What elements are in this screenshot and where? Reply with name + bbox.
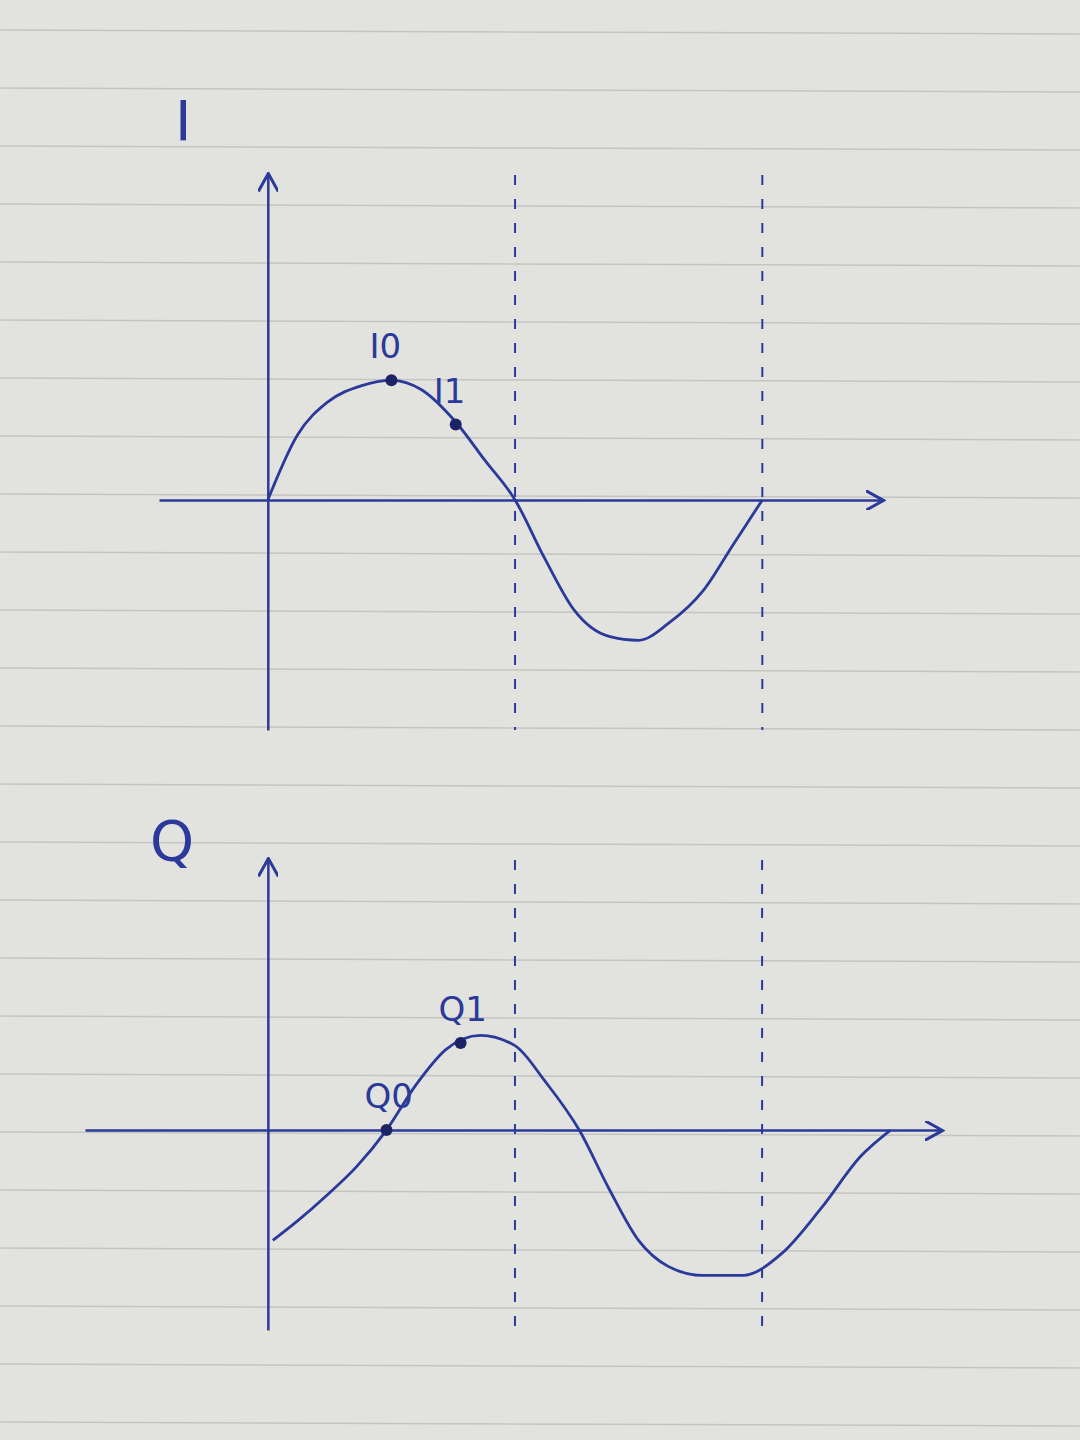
guide-line: [514, 860, 516, 1330]
guide-line: [761, 860, 763, 1330]
paper-line: [0, 1132, 1080, 1136]
chart: I0 I1 I: [160, 88, 882, 731]
paper-bg: [0, 0, 1080, 1440]
paper-line: [0, 1422, 1080, 1426]
paper-line: [0, 726, 1080, 730]
paper-line: [0, 320, 1080, 324]
wave-line: [268, 380, 763, 640]
paper-line: [0, 1306, 1080, 1310]
paper-line: [0, 958, 1080, 962]
point: [380, 1124, 392, 1136]
paper-line: [0, 436, 1080, 440]
point-label: Q1: [439, 989, 487, 1029]
paper-line: [0, 1016, 1080, 1020]
point: [455, 1037, 467, 1049]
plot-area: [268, 175, 763, 730]
paper-line: [0, 378, 1080, 382]
axis-title: Q: [150, 808, 194, 873]
point-label: Q0: [364, 1076, 412, 1116]
paper-line: [0, 262, 1080, 266]
paper-line: [0, 900, 1080, 904]
canvas: I0 I1 I Q0 Q1 Q: [0, 0, 1080, 1440]
paper-line: [0, 30, 1080, 34]
paper-line: [0, 204, 1080, 208]
axis-line: [267, 861, 270, 1331]
paper-line: [0, 494, 1080, 498]
plot-area: [273, 860, 891, 1330]
wave-line: [273, 1035, 891, 1275]
axis-line: [86, 1129, 941, 1132]
point: [450, 419, 462, 431]
paper-line: [0, 552, 1080, 556]
paper-line: [0, 784, 1080, 788]
point: [385, 374, 397, 386]
y-axis: [268, 861, 269, 1331]
paper-line: [0, 610, 1080, 614]
axis-line: [267, 176, 270, 731]
paper-line: [0, 146, 1080, 150]
x-axis: [86, 1130, 941, 1131]
paper: [0, 0, 1080, 1440]
y-axis: [268, 176, 269, 731]
point-label: I1: [434, 371, 466, 411]
paper-line: [0, 1364, 1080, 1368]
paper-line: [0, 1190, 1080, 1194]
guide-line: [514, 175, 516, 730]
paper-line: [0, 1248, 1080, 1252]
chart: Q0 Q1 Q: [86, 808, 941, 1331]
axis-title: I: [175, 88, 192, 153]
guide-line: [761, 175, 763, 730]
paper-line: [0, 668, 1080, 672]
point-label: I0: [369, 326, 401, 366]
paper-line: [0, 88, 1080, 92]
